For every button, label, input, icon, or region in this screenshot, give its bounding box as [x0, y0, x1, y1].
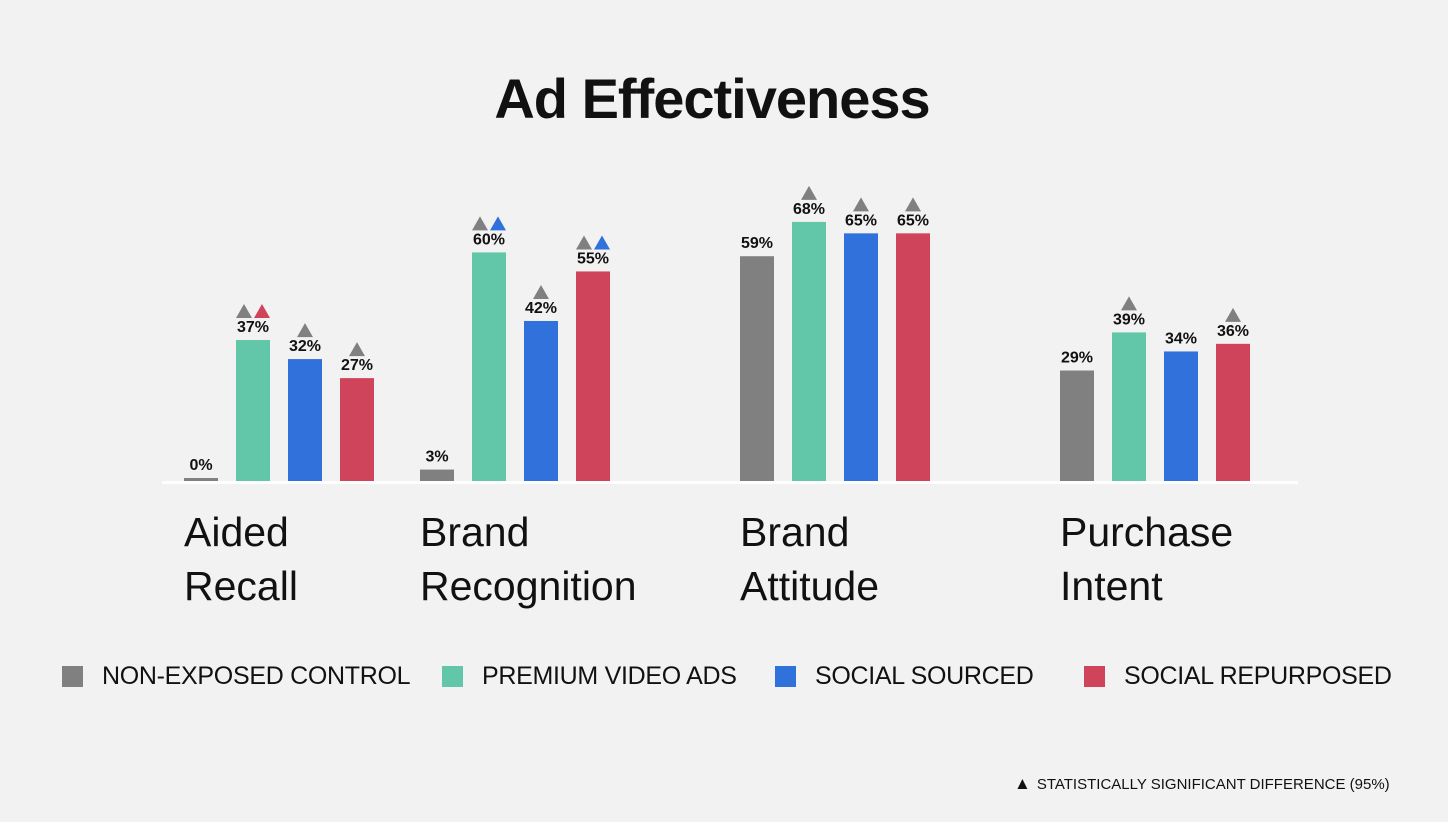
legend-swatch: [62, 666, 83, 687]
bar: [576, 271, 610, 481]
legend-item: SOCIAL SOURCED: [775, 662, 1034, 691]
data-label: 32%: [289, 338, 321, 355]
bar: [1216, 343, 1250, 481]
category-label: Aided: [184, 509, 289, 555]
legend-item: NON-EXPOSED CONTROL: [62, 662, 411, 691]
significance-triangle-icon: [236, 304, 252, 319]
data-label: 34%: [1165, 330, 1197, 347]
bar: [792, 221, 826, 482]
significance-triangle-icon: [801, 185, 817, 200]
category-label: Intent: [1060, 563, 1163, 609]
bar: [740, 256, 774, 481]
footnote-text: STATISTICALLY SIGNIFICANT DIFFERENCE (95…: [1036, 775, 1390, 793]
significance-triangle-icon: [254, 304, 270, 319]
footnote: ▲ STATISTICALLY SIGNIFICANT DIFFERENCE (…: [1014, 774, 1390, 794]
data-label: 55%: [577, 250, 609, 267]
data-label: 39%: [1113, 311, 1145, 328]
category-label: Recall: [184, 563, 298, 609]
significance-triangle-icon: [1121, 296, 1137, 311]
data-label: 65%: [897, 212, 929, 229]
data-label: 59%: [741, 235, 773, 252]
significance-triangle-icon: [853, 197, 869, 212]
data-label: 27%: [341, 357, 373, 374]
data-label: 42%: [525, 300, 557, 317]
legend: NON-EXPOSED CONTROL PREMIUM VIDEO ADS SOCI…: [62, 662, 1402, 696]
category-label: Recognition: [420, 563, 637, 609]
bar: [340, 378, 374, 481]
data-label: 37%: [237, 319, 269, 336]
significance-triangle-icon: [1225, 307, 1241, 322]
bar: [420, 469, 454, 481]
data-label: 68%: [793, 201, 825, 218]
bar: [472, 252, 506, 481]
legend-label: NON-EXPOSED CONTROL: [102, 662, 411, 690]
legend-swatch: [442, 666, 463, 687]
data-label: 65%: [845, 212, 877, 229]
legend-item: SOCIAL REPURPOSED: [1084, 662, 1392, 691]
significance-triangle-icon: [533, 284, 549, 299]
data-label: 36%: [1217, 323, 1249, 340]
category-label: Attitude: [740, 563, 879, 609]
significance-triangle-icon: [490, 216, 506, 231]
bar: [896, 233, 930, 481]
bar: [1164, 351, 1198, 481]
category-label: Brand: [420, 509, 529, 555]
significance-triangle-icon: [349, 342, 365, 357]
bar: [524, 320, 558, 481]
legend-label: SOCIAL REPURPOSED: [1124, 662, 1392, 690]
legend-swatch: [1084, 666, 1105, 687]
category-label: Purchase: [1060, 509, 1233, 555]
bar: [236, 340, 270, 481]
triangle-icon: ▲: [1014, 774, 1031, 793]
significance-triangle-icon: [594, 235, 610, 250]
data-label: 60%: [473, 231, 505, 248]
bar: [184, 478, 218, 481]
significance-triangle-icon: [297, 323, 313, 338]
legend-label: PREMIUM VIDEO ADS: [482, 662, 737, 690]
data-label: 29%: [1061, 350, 1093, 367]
bar: [1112, 332, 1146, 481]
significance-triangle-icon: [472, 216, 488, 231]
bar: [288, 359, 322, 481]
data-label: 0%: [189, 457, 212, 474]
significance-triangle-icon: [576, 235, 592, 250]
data-label: 3%: [425, 449, 448, 466]
legend-item: PREMIUM VIDEO ADS: [442, 662, 737, 691]
significance-triangle-icon: [905, 197, 921, 212]
category-label: Brand: [740, 509, 849, 555]
bar: [844, 233, 878, 481]
legend-label: SOCIAL SOURCED: [815, 662, 1034, 690]
legend-swatch: [775, 666, 796, 687]
chart-title: Ad Effectiveness: [494, 67, 930, 130]
bar: [1060, 370, 1094, 481]
